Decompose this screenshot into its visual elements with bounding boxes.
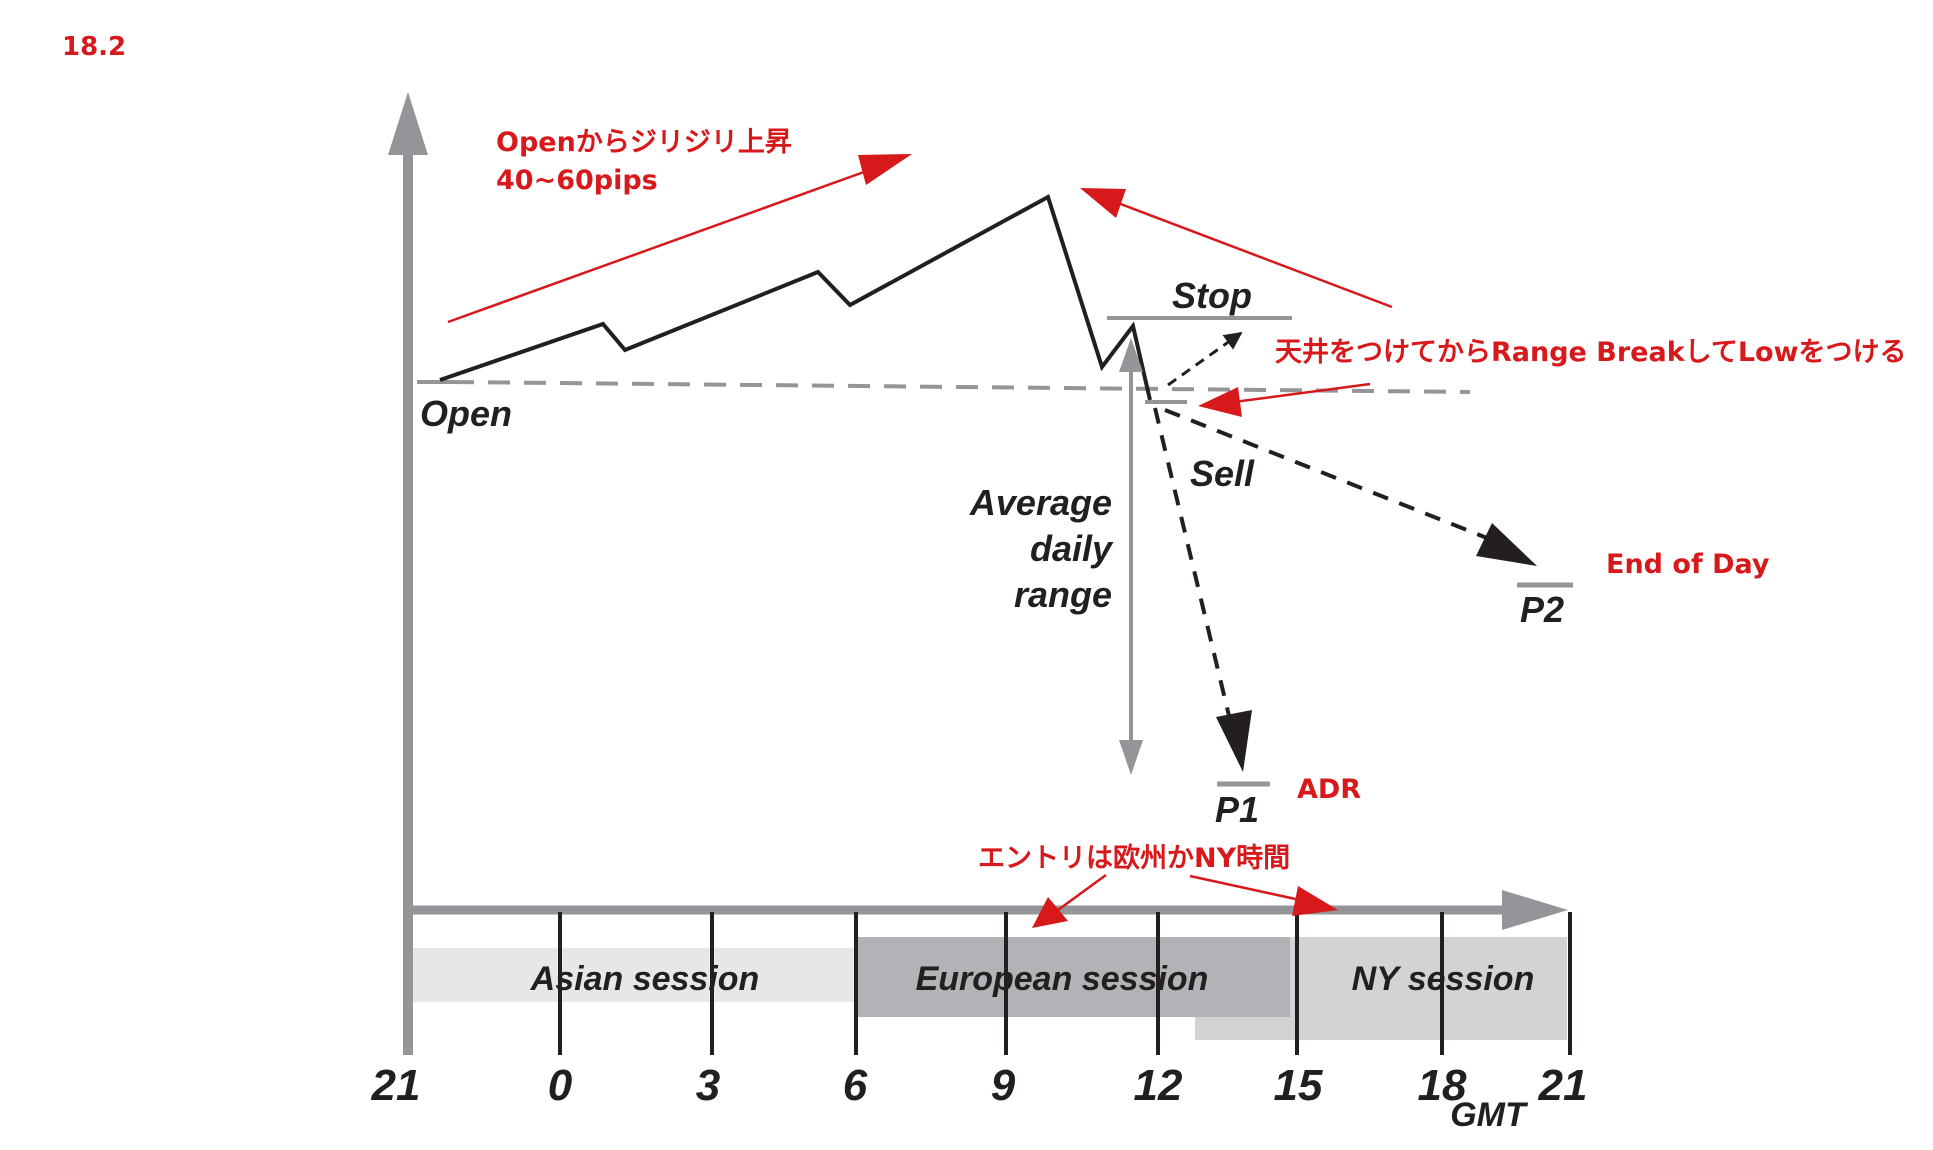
sell-label: Sell bbox=[1190, 453, 1255, 494]
break-red-arrowhead bbox=[1198, 387, 1242, 417]
figure-number: 18.2 bbox=[62, 32, 126, 62]
ny-session-label: NY session bbox=[1352, 960, 1535, 998]
european-session-label: European session bbox=[916, 960, 1209, 998]
p1-dashed-arrow bbox=[1153, 407, 1232, 721]
tick-label-12: 12 bbox=[1134, 1061, 1183, 1110]
entry-red-arrow-left-shaft bbox=[1057, 873, 1107, 912]
european-session-band bbox=[855, 937, 1290, 1017]
peak-red-arrow-shaft bbox=[1117, 201, 1393, 309]
rise-red-arrowhead bbox=[858, 154, 912, 185]
p1-label: P1 bbox=[1215, 789, 1259, 830]
tick-label-9: 9 bbox=[991, 1061, 1016, 1110]
stop-dashed-arrow bbox=[1167, 331, 1243, 387]
adr-arrowhead-bottom bbox=[1119, 740, 1143, 775]
tick-label-15: 15 bbox=[1274, 1061, 1323, 1110]
adr-label-average: Average bbox=[969, 482, 1112, 523]
y-axis-arrowhead bbox=[388, 92, 428, 155]
peak-red-arrowhead bbox=[1080, 188, 1126, 218]
entry-red-arrowhead-left bbox=[1032, 897, 1068, 928]
price-line bbox=[439, 194, 1152, 401]
p2-label: P2 bbox=[1520, 589, 1564, 630]
rise-annotation-line2: 40~60pips bbox=[496, 165, 658, 196]
asian-session-band bbox=[410, 948, 880, 1002]
entry-red-arrow-right-shaft bbox=[1189, 874, 1301, 902]
asian-session-label: Asian session bbox=[530, 960, 760, 998]
tick-label-21-start: 21 bbox=[371, 1061, 421, 1110]
break-red-arrow-shaft bbox=[1233, 382, 1371, 404]
stop-label: Stop bbox=[1172, 275, 1252, 316]
entry-annotation: エントリは欧州かNY時間 bbox=[978, 843, 1290, 874]
tick-label-0: 0 bbox=[548, 1061, 573, 1110]
x-axis-arrowhead bbox=[1502, 890, 1568, 930]
rise-annotation-line1: Openからジリジリ上昇 bbox=[496, 127, 792, 158]
tick-label-6: 6 bbox=[843, 1061, 868, 1110]
p2-arrowhead bbox=[1476, 523, 1537, 566]
p1-arrowhead bbox=[1216, 710, 1252, 772]
adr-label-daily: daily bbox=[1030, 528, 1114, 569]
entry-red-arrowhead-right bbox=[1292, 886, 1338, 916]
gmt-label: GMT bbox=[1450, 1096, 1529, 1134]
tick-label-21-end: 21 bbox=[1538, 1061, 1588, 1110]
break-annotation: 天井をつけてからRange BreakしてLowをつける bbox=[1275, 337, 1907, 368]
p2-dashed-arrow bbox=[1164, 408, 1488, 540]
open-label: Open bbox=[420, 393, 512, 434]
tick-label-3: 3 bbox=[696, 1061, 720, 1110]
adr-arrowhead-top bbox=[1119, 338, 1143, 372]
adr-annotation: ADR bbox=[1297, 774, 1361, 805]
tick-label-18: 18 bbox=[1418, 1061, 1467, 1110]
end-of-day-annotation: End of Day bbox=[1606, 549, 1770, 580]
open-level-dashed-line bbox=[451, 380, 1471, 394]
rise-red-arrow-shaft bbox=[447, 166, 876, 324]
adr-label-range: range bbox=[1014, 574, 1112, 615]
